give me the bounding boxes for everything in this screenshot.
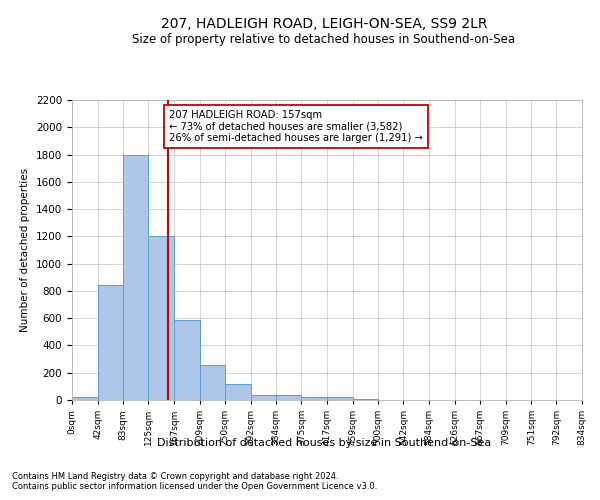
Text: Contains HM Land Registry data © Crown copyright and database right 2024.: Contains HM Land Registry data © Crown c… bbox=[12, 472, 338, 481]
Bar bbox=[327, 398, 353, 400]
Bar bbox=[301, 396, 327, 400]
Bar bbox=[225, 384, 251, 400]
Bar bbox=[276, 394, 301, 400]
Bar bbox=[251, 394, 276, 400]
Text: Size of property relative to detached houses in Southend-on-Sea: Size of property relative to detached ho… bbox=[133, 32, 515, 46]
Text: Distribution of detached houses by size in Southend-on-Sea: Distribution of detached houses by size … bbox=[157, 438, 491, 448]
Bar bbox=[72, 398, 98, 400]
Text: 207, HADLEIGH ROAD, LEIGH-ON-SEA, SS9 2LR: 207, HADLEIGH ROAD, LEIGH-ON-SEA, SS9 2L… bbox=[161, 18, 487, 32]
Bar bbox=[174, 320, 200, 400]
Bar bbox=[148, 236, 174, 400]
Bar bbox=[123, 154, 148, 400]
Bar bbox=[98, 286, 123, 400]
Text: Contains public sector information licensed under the Open Government Licence v3: Contains public sector information licen… bbox=[12, 482, 377, 491]
Y-axis label: Number of detached properties: Number of detached properties bbox=[20, 168, 31, 332]
Bar bbox=[200, 365, 225, 400]
Text: 207 HADLEIGH ROAD: 157sqm
← 73% of detached houses are smaller (3,582)
26% of se: 207 HADLEIGH ROAD: 157sqm ← 73% of detac… bbox=[169, 110, 423, 142]
Bar bbox=[353, 398, 378, 400]
